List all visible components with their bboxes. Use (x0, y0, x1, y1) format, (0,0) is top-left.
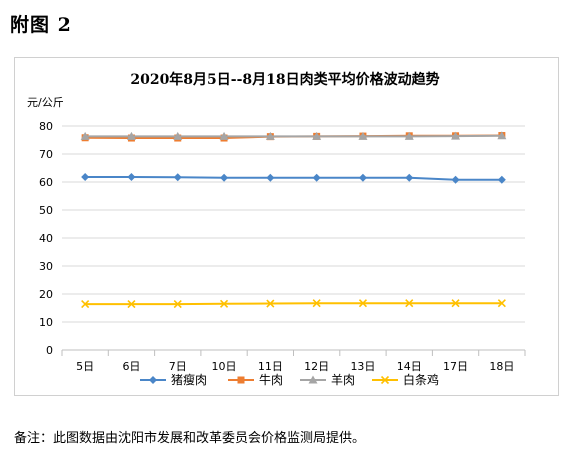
series-line (85, 302, 502, 306)
x-tick-label: 11日 (258, 360, 283, 373)
y-tick-label: 0 (46, 344, 53, 357)
legend-label: 羊肉 (331, 372, 355, 387)
data-point (358, 173, 367, 182)
page-heading: 附图 2 (10, 14, 72, 36)
data-point (220, 173, 229, 182)
chart-title: 2020年8月5日--8月18日肉类平均价格波动趋势 (130, 71, 439, 88)
data-point (451, 131, 461, 140)
x-tick-label: 14日 (397, 360, 422, 373)
data-point (127, 172, 136, 181)
data-point (266, 173, 275, 182)
y-tick-label: 50 (39, 204, 53, 217)
data-point (219, 299, 229, 308)
data-point (173, 300, 182, 309)
legend-marker (149, 376, 157, 384)
x-tick-label: 6日 (122, 360, 140, 373)
data-point (358, 299, 368, 308)
data-point (312, 173, 321, 182)
data-point (497, 131, 507, 140)
x-tick-label: 10日 (212, 360, 237, 373)
data-point (358, 131, 368, 140)
legend-item: 猪瘦肉 (140, 372, 207, 387)
y-tick-label: 70 (39, 148, 53, 161)
data-point (265, 131, 275, 140)
legend: 猪瘦肉 牛肉 羊肉 白条鸡 (140, 372, 439, 387)
data-point (404, 131, 414, 140)
data-point (173, 131, 183, 140)
data-point (80, 131, 90, 140)
x-tick-labels: 5日 6日 7日 10日 11日 12日 13日 14日 17日 18日 (76, 360, 514, 373)
series-3 (80, 131, 507, 140)
legend-item: 牛肉 (228, 372, 283, 387)
footnote: 备注：此图数据由沈阳市发展和改革委员会价格监测局提供。 (14, 431, 366, 446)
y-tick-label: 10 (39, 316, 53, 329)
data-point (405, 299, 414, 308)
data-point (405, 173, 414, 182)
series-4 (81, 299, 506, 309)
legend-item: 羊肉 (300, 372, 355, 387)
x-tick-label: 7日 (169, 360, 187, 373)
data-point (173, 173, 182, 182)
data-point (81, 300, 90, 309)
y-tick-label: 40 (39, 232, 53, 245)
y-axis-label: 元/公斤 (27, 96, 64, 109)
data-point (126, 131, 136, 140)
y-tick-label: 80 (39, 120, 53, 133)
legend-marker (237, 376, 245, 384)
series-group (80, 131, 507, 309)
data-point (266, 299, 275, 308)
legend-label: 猪瘦肉 (171, 372, 207, 387)
data-point (312, 131, 322, 140)
data-point (312, 299, 321, 308)
y-tick-labels: 0 10 20 30 40 50 60 70 80 (39, 120, 53, 357)
grid-lines (61, 125, 526, 356)
legend-marker (308, 375, 318, 384)
series-1 (81, 172, 506, 184)
data-point (497, 175, 506, 184)
x-tick-label: 5日 (76, 360, 94, 373)
price-trend-chart: 2020年8月5日--8月18日肉类平均价格波动趋势 元/公斤 0 10 20 30 4… (27, 71, 526, 387)
chart-frame: 2020年8月5日--8月18日肉类平均价格波动趋势 元/公斤 0 10 20 30 4… (14, 57, 559, 396)
series-line (85, 134, 502, 138)
legend-marker (380, 375, 390, 385)
legend-label: 白条鸡 (403, 372, 439, 387)
legend-label: 牛肉 (259, 372, 283, 387)
data-point (497, 299, 506, 308)
y-tick-label: 20 (39, 288, 53, 301)
data-point (451, 175, 460, 184)
series-line (85, 175, 502, 181)
y-tick-label: 30 (39, 260, 53, 273)
x-tick-label: 18日 (489, 360, 514, 373)
x-tick-label: 13日 (350, 360, 375, 373)
data-point (451, 299, 460, 308)
x-tick-label: 17日 (443, 360, 468, 373)
data-point (219, 131, 229, 140)
legend-item: 白条鸡 (372, 372, 439, 387)
x-tick-label: 12日 (304, 360, 329, 373)
data-point (127, 300, 136, 309)
data-point (81, 172, 90, 181)
y-tick-label: 60 (39, 176, 53, 189)
